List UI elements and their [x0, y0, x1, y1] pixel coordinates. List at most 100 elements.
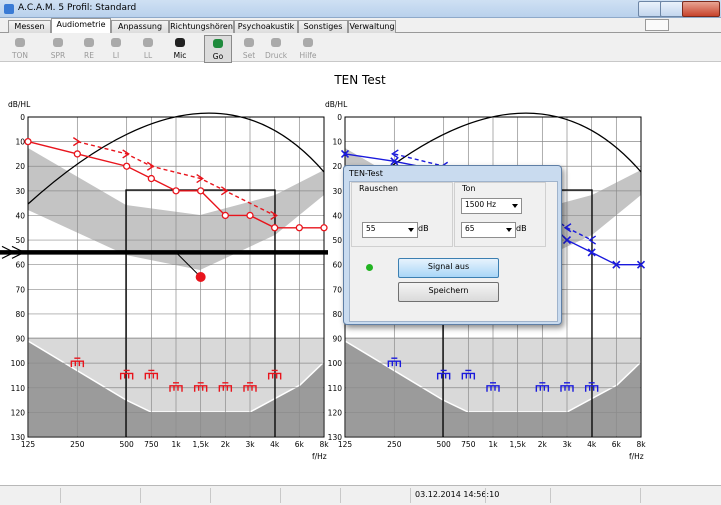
point-marker: [340, 149, 350, 158]
point-marker: [243, 382, 257, 392]
tab[interactable]: Verwaltung: [348, 20, 396, 33]
status-cell: [140, 488, 141, 503]
tool-label: RE: [84, 51, 94, 60]
status-datetime: 03.12.2014 14:56:10: [415, 490, 500, 499]
point-marker: [193, 382, 208, 392]
tone-frequency-select[interactable]: 1500 Hz: [461, 198, 522, 214]
y-tick-label: 80: [15, 310, 25, 319]
x-tick-label: 500: [437, 440, 452, 449]
x-tick-label: 6k: [295, 440, 305, 449]
point-marker: [172, 187, 180, 195]
signal-indicator: [366, 264, 373, 271]
tone-label: Ton: [462, 184, 476, 193]
tool-button[interactable]: Druck: [263, 35, 289, 61]
tool-button[interactable]: LI: [103, 35, 129, 61]
tool-label: Go: [212, 52, 224, 61]
tool-icon: [15, 38, 25, 47]
y-tick-label: 110: [328, 384, 343, 393]
tool-icon: [53, 38, 63, 47]
tone-level-select[interactable]: 65: [461, 222, 516, 238]
point-marker: [295, 224, 303, 232]
tool-icon: [244, 38, 254, 47]
point-marker: [267, 369, 282, 380]
tab[interactable]: Messen: [8, 20, 51, 33]
status-cell: [210, 488, 211, 503]
status-cell: [550, 488, 551, 503]
status-cell: [410, 488, 411, 503]
tone-unit: dB: [516, 224, 527, 233]
y-tick-label: 10: [15, 138, 25, 147]
x-tick-label: 1k: [171, 440, 181, 449]
maximize-button[interactable]: [660, 1, 684, 17]
point-marker: [320, 224, 328, 232]
tool-label: Set: [242, 51, 256, 60]
x-tick-label: 2k: [221, 440, 231, 449]
discomfort-curve: [27, 112, 325, 205]
point-marker: [612, 260, 621, 269]
y-tick-label: 110: [11, 384, 26, 393]
noise-level-select[interactable]: 55: [362, 222, 418, 238]
status-cell: [60, 488, 61, 503]
noise-arrows: [1, 245, 26, 259]
series-line: [77, 140, 275, 217]
y-tick-label: 130: [328, 433, 343, 442]
point-marker: [588, 235, 597, 245]
tab[interactable]: Anpassung: [111, 20, 169, 33]
tab[interactable]: Psychoakustik: [234, 20, 298, 33]
y-tick-label: 90: [332, 335, 342, 344]
tool-button[interactable]: RE: [76, 35, 102, 61]
point-marker: [144, 369, 159, 380]
y-tick-label: 0: [20, 113, 25, 122]
tool-button[interactable]: SPR: [45, 35, 71, 61]
point-marker: [390, 157, 399, 166]
toolbar: TON SPR RE LI LL Mic Go Set Druck Hilfe: [0, 33, 721, 63]
close-button[interactable]: [682, 1, 720, 17]
point-marker: [636, 260, 646, 269]
point-marker: [535, 382, 550, 392]
point-marker: [587, 248, 596, 257]
x-tick-label: 500: [120, 440, 135, 449]
point-marker: [562, 236, 572, 245]
tool-icon: [303, 38, 313, 47]
tone-group: [454, 182, 546, 247]
point-marker: [196, 173, 204, 184]
tool-button[interactable]: Hilfe: [295, 35, 321, 61]
y-tick-label: 70: [332, 285, 342, 294]
point-marker: [563, 223, 572, 233]
y-tick-label: 90: [15, 335, 25, 344]
tool-icon: [84, 38, 94, 47]
status-cell: [280, 488, 281, 503]
status-cell: [340, 488, 341, 503]
x-tick-label: 250: [387, 440, 402, 449]
point-marker: [119, 369, 134, 380]
help-button[interactable]: [645, 19, 669, 31]
tool-button[interactable]: Set: [236, 35, 262, 61]
y-tick-label: 20: [332, 162, 342, 171]
x-tick-label: 2k: [538, 440, 548, 449]
point-marker: [461, 369, 476, 380]
tab[interactable]: Richtungshören: [169, 20, 234, 33]
tool-button[interactable]: LL: [135, 35, 161, 61]
x-tick-label: 750: [144, 440, 159, 449]
y-tick-label: 120: [328, 408, 343, 417]
x-tick-label: 4k: [587, 440, 597, 449]
point-marker: [391, 149, 399, 159]
tab[interactable]: Audiometrie: [51, 18, 111, 34]
status-cell: [485, 488, 486, 503]
point-marker: [24, 137, 32, 146]
point-marker: [197, 187, 205, 195]
panel-title: TEN Test: [333, 73, 386, 87]
signal-button[interactable]: Signal aus: [398, 258, 499, 278]
point-marker: [486, 382, 500, 392]
y-tick-label: 120: [11, 408, 26, 417]
tool-button[interactable]: Mic: [167, 35, 193, 61]
tab[interactable]: Sonstiges: [298, 20, 348, 33]
save-button[interactable]: Speichern: [398, 282, 499, 302]
point-marker: [221, 211, 229, 220]
tool-button[interactable]: TON: [7, 35, 33, 61]
point-marker: [169, 382, 183, 392]
x-tick-label: 1,5k: [510, 440, 527, 449]
tool-label: SPR: [50, 51, 66, 60]
tool-button[interactable]: Go: [204, 35, 232, 63]
minimize-button[interactable]: [638, 1, 662, 17]
